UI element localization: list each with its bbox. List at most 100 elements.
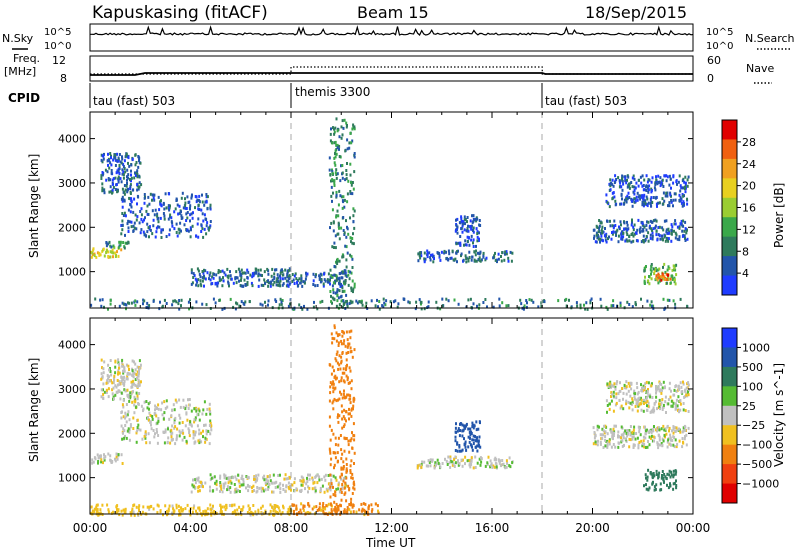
echo-cell bbox=[667, 486, 670, 490]
echo-cell bbox=[670, 389, 672, 393]
echo-cell bbox=[208, 407, 211, 411]
echo-cell bbox=[464, 455, 467, 459]
echo-cell bbox=[333, 337, 336, 341]
echo-cell bbox=[135, 376, 138, 380]
echo-cell bbox=[180, 509, 183, 513]
echo-cell bbox=[164, 192, 167, 196]
echo-cell bbox=[674, 282, 677, 286]
echo-cell bbox=[459, 422, 461, 426]
echo-cell bbox=[479, 421, 481, 425]
echo-cell bbox=[622, 431, 625, 435]
echo-cell bbox=[121, 301, 124, 305]
echo-cell bbox=[342, 255, 345, 259]
echo-cell bbox=[135, 227, 138, 231]
echo-cell bbox=[341, 270, 344, 274]
echo-cell bbox=[341, 334, 344, 338]
echo-cell bbox=[332, 291, 335, 295]
echo-cell bbox=[469, 436, 471, 440]
echo-cell bbox=[332, 229, 335, 233]
echo-cell bbox=[475, 437, 478, 441]
echo-cell bbox=[477, 441, 480, 445]
echo-cell bbox=[668, 204, 671, 208]
echo-cell bbox=[136, 215, 139, 219]
echo-cell bbox=[610, 395, 612, 398]
echo-cell bbox=[143, 233, 146, 237]
echo-cell bbox=[478, 258, 481, 262]
echo-cell bbox=[448, 252, 451, 256]
velocity-ylabel: Slant Range [km] bbox=[27, 358, 41, 462]
echo-cell bbox=[639, 197, 642, 201]
echo-cell bbox=[661, 406, 664, 410]
echo-cell bbox=[619, 181, 622, 185]
echo-cell bbox=[626, 178, 628, 182]
echo-cell bbox=[238, 490, 241, 493]
echo-cell bbox=[300, 511, 303, 515]
echo-cell bbox=[621, 444, 624, 448]
echo-cell bbox=[350, 497, 353, 501]
echo-cell bbox=[209, 432, 212, 436]
echo-cell bbox=[664, 395, 667, 399]
echo-cell bbox=[667, 398, 670, 402]
echo-cell bbox=[334, 140, 337, 144]
echo-cell bbox=[136, 175, 139, 179]
echo-cell bbox=[156, 441, 159, 445]
echo-cell bbox=[128, 372, 131, 376]
echo-cell bbox=[315, 273, 317, 277]
echo-cell bbox=[163, 214, 166, 218]
echo-cell bbox=[678, 193, 681, 197]
echo-cell bbox=[628, 184, 631, 188]
echo-cell bbox=[478, 256, 481, 260]
echo-cell bbox=[168, 208, 171, 212]
echo-cell bbox=[649, 395, 652, 399]
echo-cell bbox=[643, 279, 646, 283]
echo-cell bbox=[159, 510, 162, 514]
echo-cell bbox=[149, 420, 152, 424]
echo-cell bbox=[613, 431, 615, 435]
echo-cell bbox=[619, 202, 622, 206]
echo-cell bbox=[646, 204, 649, 208]
echo-cell bbox=[308, 486, 311, 490]
echo-cell bbox=[345, 469, 348, 472]
echo-cell bbox=[530, 298, 533, 302]
echo-cell bbox=[340, 359, 343, 363]
echo-cell bbox=[540, 304, 543, 308]
echo-cell bbox=[631, 435, 634, 439]
echo-cell bbox=[118, 153, 121, 156]
echo-cell bbox=[371, 508, 374, 512]
echo-cell bbox=[174, 416, 177, 420]
echo-cell bbox=[609, 188, 612, 192]
echo-cell bbox=[137, 371, 140, 375]
echo-cell bbox=[144, 436, 147, 440]
echo-cell bbox=[528, 298, 531, 302]
echo-cell bbox=[209, 421, 212, 425]
echo-cell bbox=[461, 464, 464, 468]
echo-cell bbox=[374, 304, 377, 308]
echo-cell bbox=[482, 251, 485, 255]
echo-cell bbox=[644, 432, 647, 436]
echo-cell bbox=[314, 489, 317, 493]
echo-cell bbox=[620, 235, 623, 239]
echo-cell bbox=[632, 446, 635, 449]
echo-cell bbox=[204, 277, 207, 281]
echo-cell bbox=[429, 464, 432, 468]
echo-cell bbox=[659, 381, 661, 385]
echo-cell bbox=[678, 238, 681, 242]
echo-cell bbox=[137, 427, 140, 431]
echo-cell bbox=[644, 382, 647, 386]
echo-cell bbox=[200, 431, 203, 435]
echo-cell bbox=[178, 398, 181, 402]
echo-cell bbox=[227, 282, 230, 286]
echo-cell bbox=[621, 387, 624, 390]
nsearch-label: N.Search bbox=[745, 32, 795, 45]
echo-cell bbox=[112, 244, 115, 248]
echo-cell bbox=[377, 509, 379, 513]
echo-cell bbox=[353, 462, 355, 465]
echo-cell bbox=[329, 226, 331, 230]
echo-cell bbox=[330, 194, 333, 198]
echo-cell bbox=[128, 430, 131, 434]
echo-cell bbox=[274, 298, 277, 302]
echo-cell bbox=[575, 301, 578, 305]
echo-cell bbox=[247, 489, 250, 493]
echo-cell bbox=[661, 275, 664, 278]
echo-cell bbox=[681, 229, 684, 233]
